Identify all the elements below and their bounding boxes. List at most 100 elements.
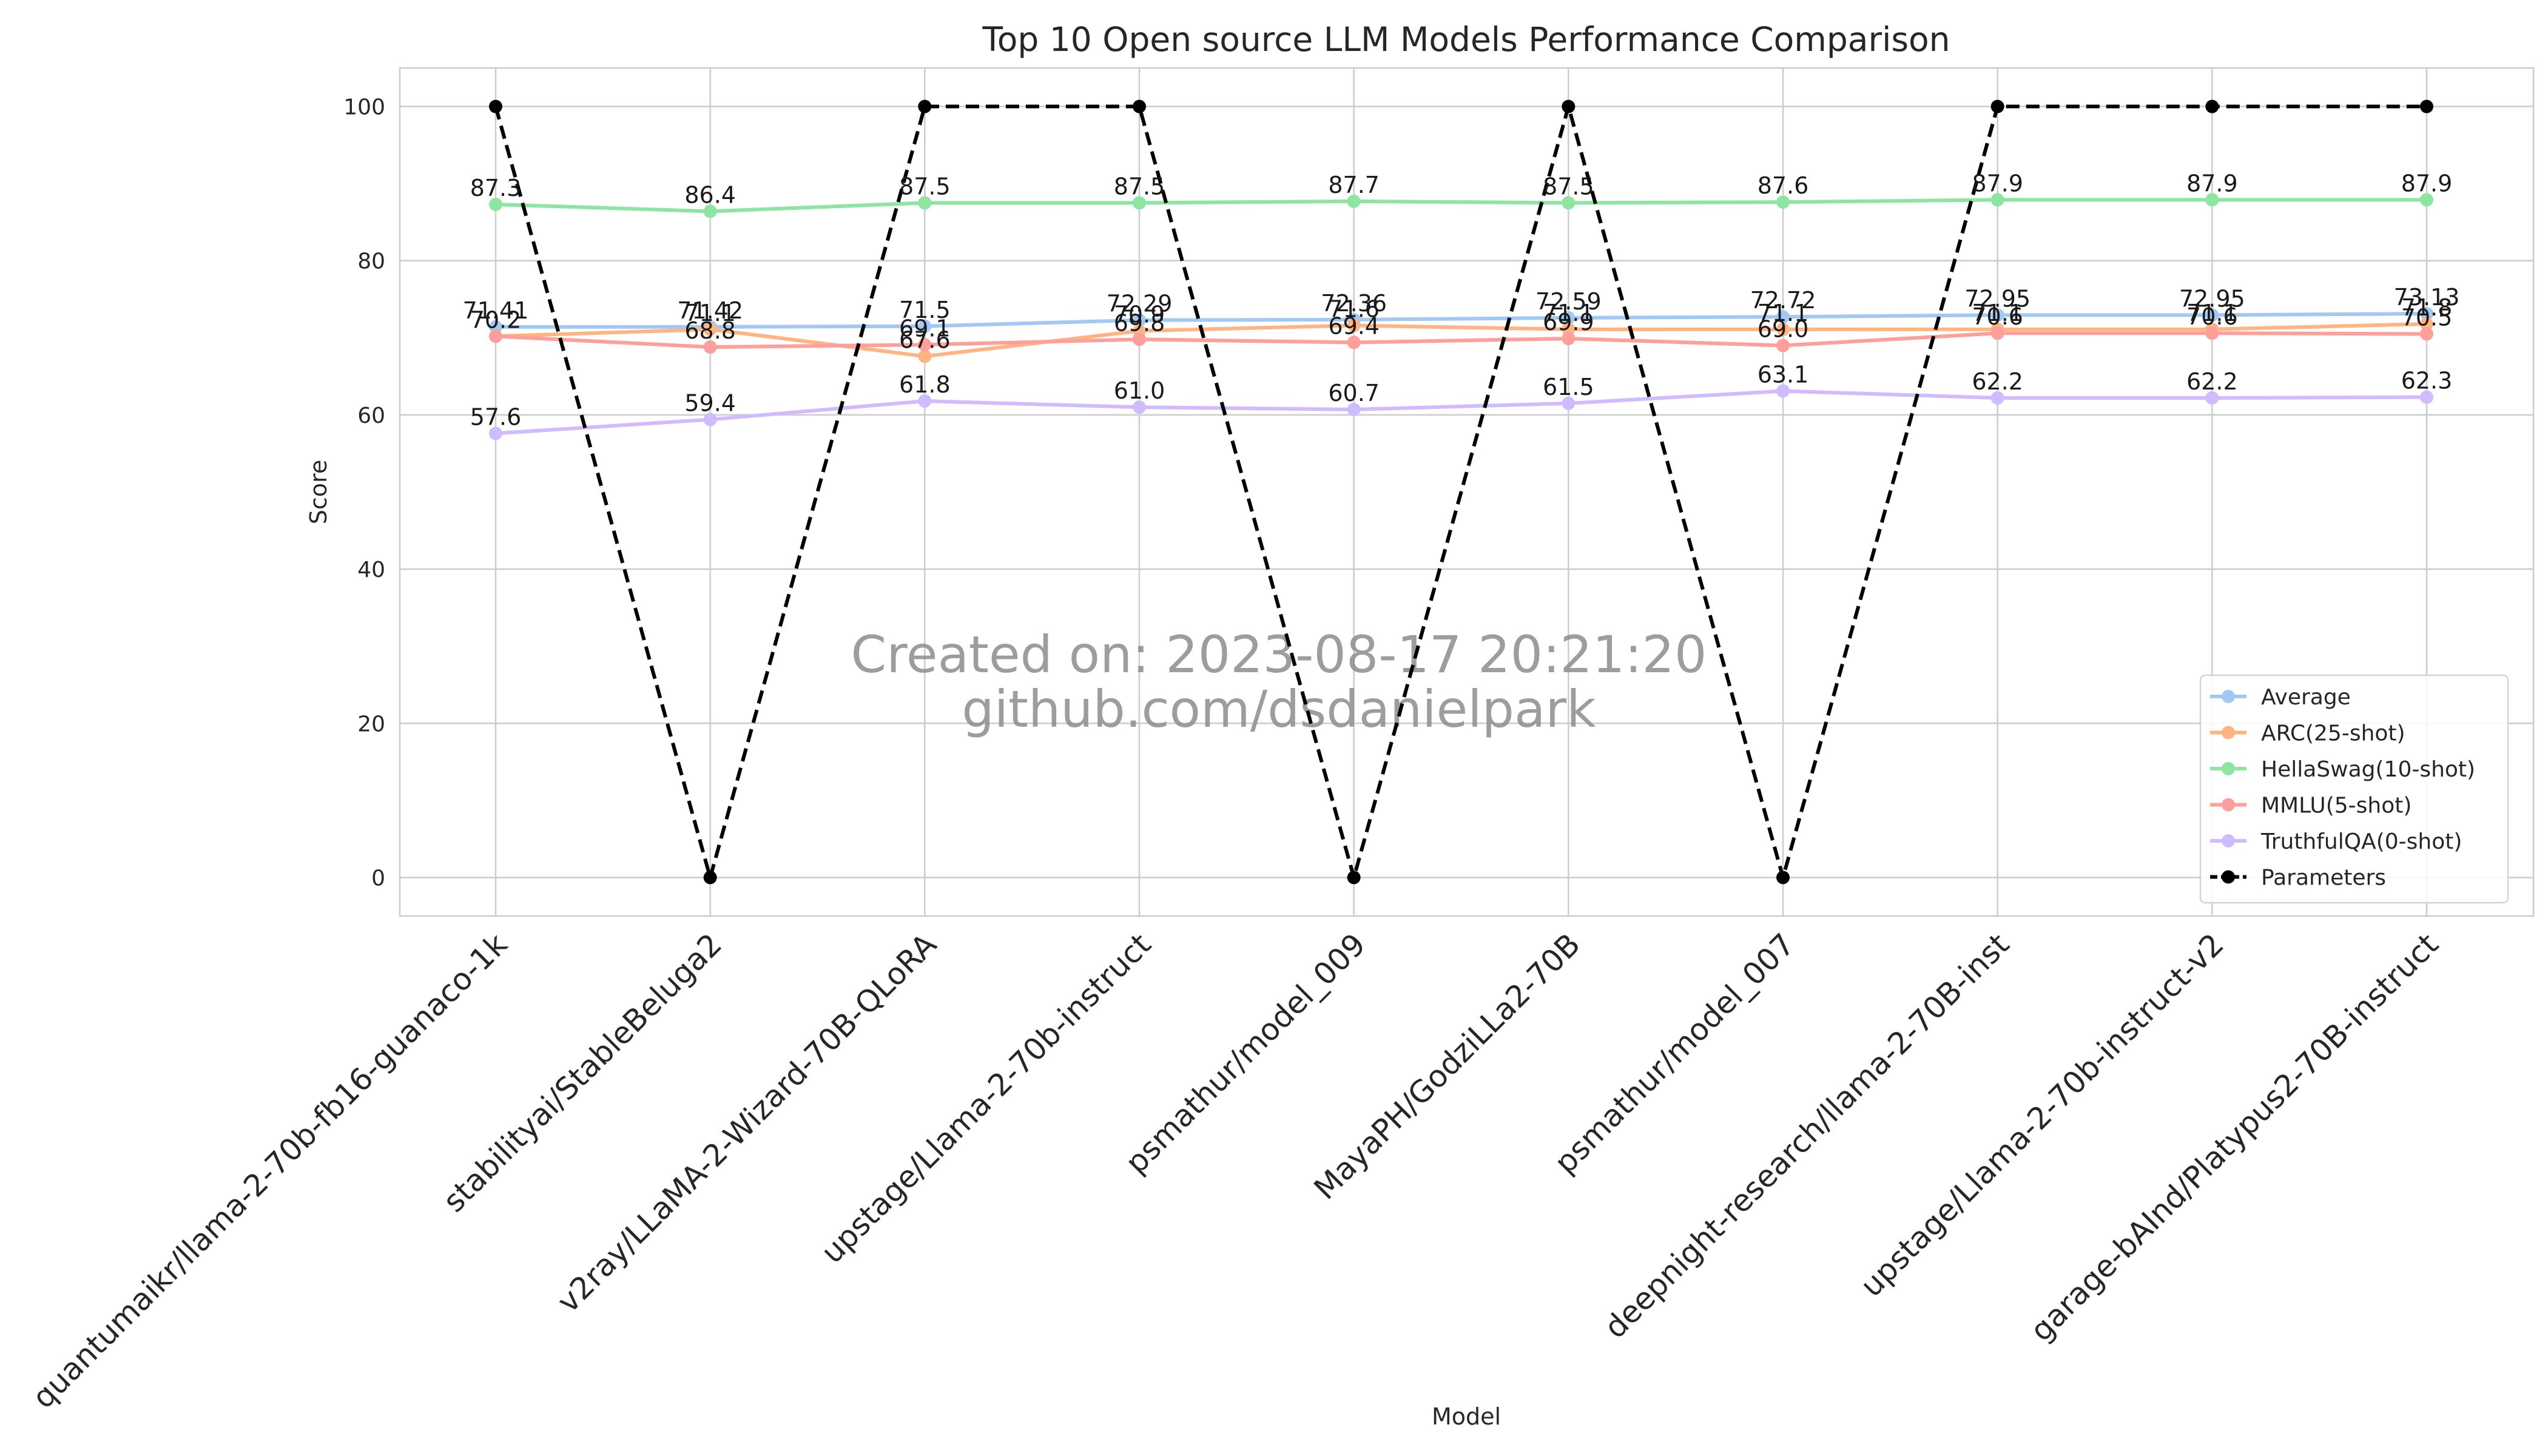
data-point	[2205, 391, 2219, 405]
legend-marker	[2222, 762, 2235, 775]
data-point	[489, 99, 502, 113]
data-point	[2420, 307, 2433, 321]
data-point	[1776, 871, 1790, 885]
data-point	[2420, 317, 2433, 331]
data-point	[1347, 871, 1361, 885]
data-label: 67.6	[899, 326, 951, 353]
legend-label: TruthfulQA(0-shot)	[2260, 829, 2462, 854]
legend-marker	[2222, 690, 2235, 703]
data-point	[1562, 99, 1576, 113]
legend-label: MMLU(5-shot)	[2261, 794, 2412, 818]
data-point	[703, 204, 717, 218]
data-label: 69.8	[1114, 309, 1165, 336]
data-label: 62.2	[1972, 368, 2023, 395]
data-point	[918, 338, 932, 352]
data-label: 57.6	[470, 403, 522, 430]
data-point	[2205, 193, 2219, 207]
data-point	[1133, 196, 1146, 210]
x-tick-label: deepnight-research/llama-2-70B-inst	[1597, 926, 2016, 1345]
data-point	[1776, 310, 1790, 324]
data-point	[2205, 99, 2219, 113]
data-label: 71.1	[684, 300, 736, 326]
data-label: 86.4	[684, 181, 736, 208]
data-point	[703, 322, 717, 336]
data-point	[2420, 390, 2433, 404]
data-label: 71.1	[2186, 300, 2238, 326]
data-label: 71.1	[1543, 300, 1594, 326]
data-label: 87.5	[899, 173, 951, 200]
data-label: 87.5	[1114, 173, 1165, 200]
data-point	[1776, 384, 1790, 398]
legend-box	[2199, 674, 2509, 904]
legend-label: ARC(25-shot)	[2261, 721, 2405, 746]
data-label: 59.4	[684, 390, 736, 417]
legend-marker	[2222, 870, 2235, 884]
legend-item: MMLU(5-shot)	[2210, 794, 2412, 818]
y-tick-label: 20	[357, 712, 385, 736]
legend-item: Average	[2210, 685, 2351, 710]
y-axis-label: Score	[305, 460, 332, 524]
data-point	[2420, 327, 2433, 341]
data-point	[1562, 332, 1576, 346]
x-tick-label: psmathur/model_009	[1119, 926, 1372, 1180]
data-label: 70.6	[2186, 303, 2238, 330]
series-truthfulqa-0-shot	[489, 384, 2433, 440]
data-label: 60.7	[1328, 380, 1380, 406]
data-label: 71.5	[899, 297, 951, 323]
legend-label: HellaSwag(10-shot)	[2261, 757, 2475, 782]
data-point	[918, 196, 932, 210]
x-tick-label: garage-bAInd/Platypus2-70B-instruct	[2024, 926, 2445, 1348]
data-point	[918, 394, 932, 408]
data-point	[1347, 318, 1361, 332]
data-label: 70.2	[470, 306, 522, 333]
data-point	[489, 320, 502, 334]
data-label: 87.9	[1972, 170, 2023, 197]
data-point	[2205, 308, 2219, 322]
series-hellaswag-10-shot	[489, 193, 2433, 218]
data-label: 72.36	[1321, 290, 1387, 317]
data-label: 69.9	[1543, 309, 1594, 335]
data-point	[489, 197, 502, 211]
data-point	[1990, 308, 2004, 322]
x-tick-label: quantumaikr/llama-2-70b-fb16-guanaco-1k	[25, 926, 514, 1415]
series-mmlu-5-shot	[489, 326, 2433, 354]
series-average	[489, 307, 2433, 334]
data-label: 70.5	[2401, 304, 2453, 331]
data-point	[918, 99, 932, 113]
series	[489, 99, 2433, 885]
data-point	[1133, 313, 1146, 327]
data-label: 72.72	[1750, 287, 1816, 314]
data-label: 69.4	[1328, 312, 1380, 339]
data-point	[2205, 326, 2219, 340]
legend-label: Parameters	[2261, 866, 2386, 891]
y-tick-label: 80	[357, 249, 385, 274]
watermark: Created on: 2023-08-17 20:21:20 github.c…	[851, 625, 1707, 739]
data-point	[1562, 322, 1576, 336]
data-label: 69.0	[1758, 316, 1809, 343]
data-point	[1347, 194, 1361, 208]
data-point	[1133, 400, 1146, 414]
data-point	[1562, 311, 1576, 325]
data-label: 68.8	[684, 317, 736, 344]
data-point	[703, 340, 717, 354]
legend-item: ARC(25-shot)	[2210, 721, 2405, 746]
x-tick-label: upstage/Llama-2-70b-instruct	[814, 926, 1158, 1270]
data-label: 71.6	[1328, 295, 1380, 322]
data-label: 71.8	[2401, 294, 2453, 321]
series-line-truthfulqa-0-shot	[495, 389, 2427, 436]
data-point	[1990, 99, 2004, 113]
legend-item: Parameters	[2210, 866, 2386, 891]
data-label: 87.3	[470, 175, 522, 201]
series-line-parameters	[494, 104, 2427, 880]
legend-item: HellaSwag(10-shot)	[2210, 757, 2475, 782]
legend-marker	[2222, 726, 2235, 740]
data-point	[1347, 403, 1361, 417]
data-label: 72.95	[1964, 285, 2031, 312]
data-point	[1990, 391, 2004, 405]
data-point	[1990, 326, 2004, 340]
data-point	[1776, 339, 1790, 352]
x-axis-ticks: quantumaikr/llama-2-70b-fb16-guanaco-1ks…	[25, 926, 2445, 1415]
legend-marker	[2222, 834, 2235, 848]
data-point	[489, 426, 502, 440]
data-label: 87.5	[1543, 173, 1594, 200]
